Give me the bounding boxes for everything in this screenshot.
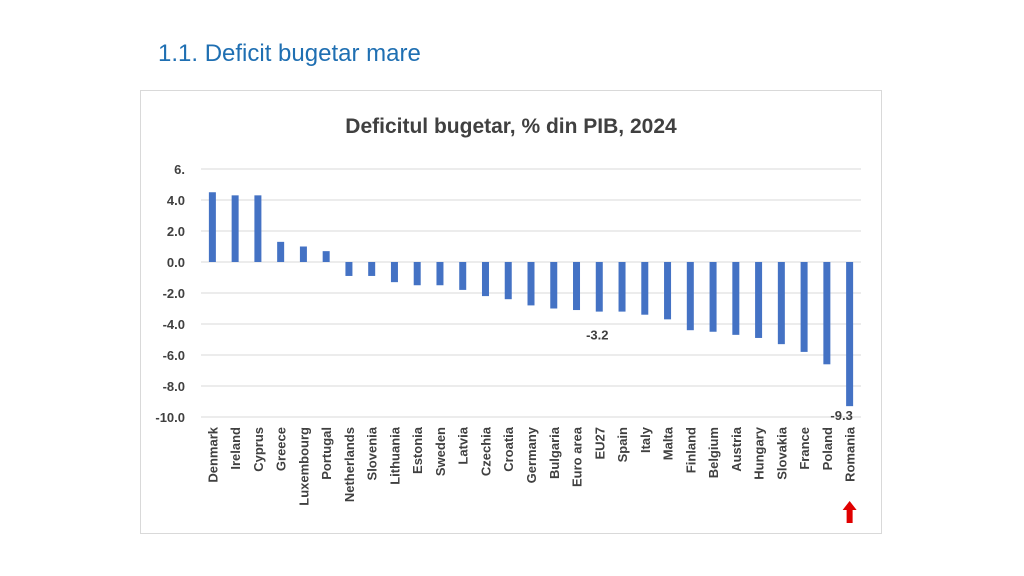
x-category-label-croatia: Croatia (501, 426, 516, 472)
bar-hungary (755, 262, 763, 338)
bar-romania (846, 262, 854, 407)
slide-title: 1.1. Deficit bugetar mare (158, 40, 421, 67)
bar-belgium (709, 262, 717, 332)
bar-croatia (504, 262, 512, 300)
chart-title: Deficitul bugetar, % din PIB, 2024 (345, 115, 677, 138)
y-tick-label: -4.0 (163, 317, 185, 332)
x-category-label-netherlands: Netherlands (342, 427, 357, 502)
x-category-label-eu27: EU27 (592, 427, 607, 460)
bars (208, 192, 854, 407)
bar-austria (732, 262, 740, 335)
bar-luxembourg (299, 246, 307, 262)
y-tick-label: 0.0 (167, 255, 185, 270)
bar-cyprus (254, 195, 262, 262)
x-category-label-hungary: Hungary (752, 426, 767, 480)
x-category-label-bulgaria: Bulgaria (547, 426, 562, 479)
x-category-label-spain: Spain (615, 427, 630, 462)
y-tick-label: 2.0 (167, 224, 185, 239)
x-category-label-greece: Greece (274, 427, 289, 471)
y-tick-label: 4.0 (167, 193, 185, 208)
x-category-label-euro-area: Euro area (570, 426, 585, 487)
y-tick-label: -8.0 (163, 379, 185, 394)
data-label-eu27: -3.2 (586, 328, 608, 343)
x-category-label-ireland: Ireland (228, 427, 243, 470)
bar-finland (686, 262, 694, 331)
x-category-label-malta: Malta (661, 426, 676, 460)
x-category-label-slovenia: Slovenia (365, 426, 380, 480)
x-category-label-germany: Germany (524, 426, 539, 483)
bar-poland (823, 262, 831, 365)
y-tick-label: -6.0 (163, 348, 185, 363)
chart-frame: Deficitul bugetar, % din PIB, 2024 6. 4.0… (140, 90, 882, 534)
x-category-label-finland: Finland (683, 427, 698, 473)
x-category-label-france: France (797, 427, 812, 470)
x-category-label-italy: Italy (638, 426, 653, 453)
highlight-up-arrow-icon (842, 501, 857, 523)
data-label-romania: -9.3 (830, 408, 852, 423)
bar-denmark (208, 192, 216, 262)
x-category-label-sweden: Sweden (433, 427, 448, 476)
bar-latvia (459, 262, 467, 290)
bar-netherlands (345, 262, 353, 276)
x-category-label-portugal: Portugal (319, 427, 334, 480)
bar-slovakia (777, 262, 785, 345)
x-category-label-austria: Austria (729, 426, 744, 472)
y-tick-label: 6. (174, 162, 185, 177)
bar-eu27 (595, 262, 603, 312)
bar-estonia (413, 262, 421, 286)
y-tick-label: -2.0 (163, 286, 185, 301)
bar-sweden (436, 262, 444, 286)
bar-lithuania (390, 262, 398, 283)
bar-euro-area (573, 262, 581, 311)
x-category-label-poland: Poland (820, 427, 835, 470)
bar-portugal (322, 251, 330, 262)
x-category-label-cyprus: Cyprus (251, 427, 266, 472)
highlight-markers (842, 501, 857, 523)
x-category-label-slovakia: Slovakia (774, 426, 789, 480)
bar-malta (664, 262, 672, 320)
x-category-label-luxembourg: Luxembourg (296, 427, 311, 506)
deficit-bar-chart: Deficitul bugetar, % din PIB, 2024 6. 4.0… (155, 115, 861, 523)
x-category-label-romania: Romania (843, 426, 858, 482)
x-category-label-belgium: Belgium (706, 427, 721, 478)
bar-slovenia (368, 262, 376, 276)
x-category-label-latvia: Latvia (456, 426, 471, 464)
bar-bulgaria (550, 262, 558, 309)
bar-germany (527, 262, 535, 306)
x-category-label-lithuania: Lithuania (387, 426, 402, 485)
x-category-label-czechia: Czechia (478, 426, 493, 476)
y-tick-label: -10.0 (155, 410, 185, 425)
bar-czechia (481, 262, 489, 297)
x-category-label-denmark: Denmark (205, 426, 220, 482)
bar-greece (277, 241, 285, 262)
bar-italy (641, 262, 649, 315)
bar-france (800, 262, 808, 352)
bar-spain (618, 262, 626, 312)
x-category-label-estonia: Estonia (410, 426, 425, 474)
x-axis-category-labels: Denmark Ireland Cyprus Greece Luxembourg Port… (205, 426, 857, 506)
y-axis-tick-labels: 6. 4.0 2.0 0.0 -2.0 -4.0 -6.0 -8.0 -10.0 (155, 162, 185, 425)
data-label-annotations: -3.2 -9.3 (586, 328, 853, 424)
bar-ireland (231, 195, 239, 262)
